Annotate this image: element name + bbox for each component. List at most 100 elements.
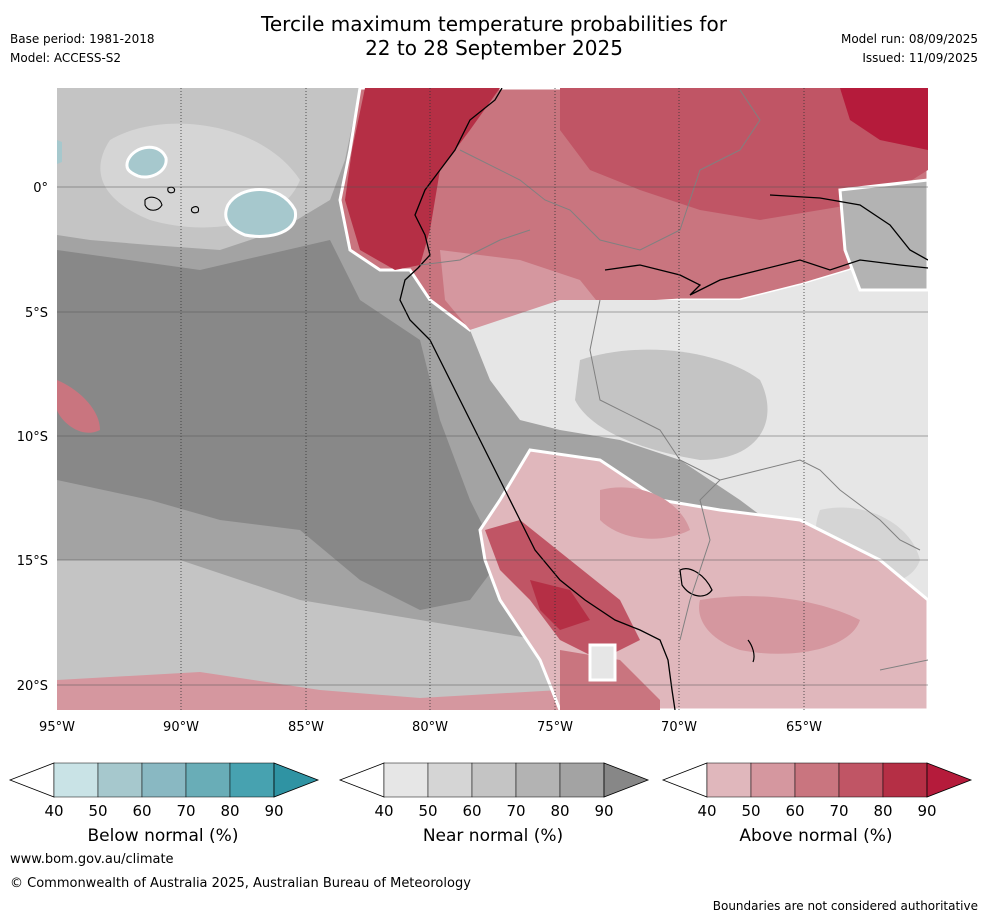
colorbar-segment: [794, 762, 840, 798]
footer-url[interactable]: www.bom.gov.au/climate: [10, 852, 174, 867]
legend-title-near: Near normal (%): [422, 826, 564, 846]
near-normal-northeast: [838, 178, 928, 292]
amazon-river: [604, 259, 928, 296]
latitude-gridlines: [57, 186, 928, 686]
colorbar-segment: [559, 762, 605, 798]
colorbar-segment: [427, 762, 473, 798]
footer-copyright: © Commonwealth of Australia 2025, Austra…: [10, 876, 471, 891]
colorbar-segment: [141, 762, 187, 798]
title-line-1: Tercile maximum temperature probabilitie…: [261, 12, 727, 36]
galapagos-island-3: [190, 206, 200, 214]
colorbar-tick-label: 40: [44, 802, 63, 820]
legend-title-above: Above normal (%): [739, 826, 893, 846]
below-normal-patch-1: [224, 188, 297, 238]
colorbar-extend-low: [8, 762, 55, 798]
below-normal-patch-3: [57, 140, 62, 164]
colorbar-1: 40 50 60 70 80 90: [338, 762, 650, 820]
footer-disclaimer: Boundaries are not considered authoritat…: [712, 899, 978, 913]
map-title: Tercile maximum temperature probabilitie…: [0, 12, 988, 60]
colorbar-segment: [750, 762, 796, 798]
coastline-west: [399, 88, 676, 710]
meta-right: Model run: 08/09/2025 Issued: 11/09/2025: [841, 30, 978, 68]
colorbar-segment: [882, 762, 928, 798]
model-name: Model: ACCESS-S2: [10, 51, 122, 65]
colorbar-tick-label: 40: [697, 802, 716, 820]
colorbar-tick-label: 70: [829, 802, 848, 820]
above-normal-northeast-peak: [840, 88, 928, 150]
colorbar-segment: [229, 762, 275, 798]
colorbar-2: 40 50 60 70 80 90: [661, 762, 973, 820]
colorbar-segment: [185, 762, 231, 798]
border-colombia: [459, 89, 761, 251]
legend-layer: 40 50 60 70 80 90 40 50 60 70 80 90 40 50 60 70 80 90: [8, 762, 973, 820]
lat-label: 10°S: [17, 430, 48, 445]
near-normal-south-patch: [588, 643, 617, 682]
lat-label: 0°: [33, 181, 48, 196]
near-normal-interior-mid: [575, 349, 768, 460]
meta-left: Base period: 1981-2018 Model: ACCESS-S2: [10, 30, 155, 68]
lon-label: 85°W: [288, 720, 324, 735]
colorbar-segment: [383, 762, 429, 798]
near-normal-zone-south: [57, 560, 560, 710]
base-period: Base period: 1981-2018: [10, 32, 155, 46]
colorbar-tick-label: 50: [741, 802, 760, 820]
lon-label: 80°W: [412, 720, 448, 735]
lake-poopo: [747, 639, 755, 663]
galapagos-island-1: [144, 196, 163, 211]
colorbar-segment: [471, 762, 517, 798]
lake-titicaca: [679, 568, 713, 597]
colorbar-tick-label: 80: [873, 802, 892, 820]
lon-label: 70°W: [661, 720, 697, 735]
border-paraguay: [879, 659, 928, 671]
colorbar-extend-high: [926, 762, 973, 798]
colorbar-tick-label: 70: [506, 802, 525, 820]
colorbar-extend-high: [273, 762, 320, 798]
colorbar-tick-label: 60: [785, 802, 804, 820]
lon-label: 95°W: [39, 720, 75, 735]
below-normal-patch-2: [125, 145, 168, 179]
coastline-north: [769, 194, 928, 261]
colorbar-tick-label: 50: [418, 802, 437, 820]
colorbar-tick-label: 60: [132, 802, 151, 820]
lat-label: 5°S: [25, 306, 48, 321]
colorbar-0: 40 50 60 70 80 90: [8, 762, 320, 820]
title-line-2: 22 to 28 September 2025: [365, 36, 623, 60]
colorbar-extend-high: [603, 762, 650, 798]
legend-title-below: Below normal (%): [87, 826, 239, 846]
colorbar-tick-label: 50: [88, 802, 107, 820]
above-normal-north-light: [440, 250, 600, 330]
issued-date: Issued: 11/09/2025: [862, 51, 978, 65]
colorbar-tick-label: 90: [264, 802, 283, 820]
model-run: Model run: 08/09/2025: [840, 32, 978, 46]
border-ecuador: [419, 229, 531, 266]
above-normal-coast-high: [345, 88, 500, 270]
colorbar-segment: [838, 762, 884, 798]
lat-label: 20°S: [17, 679, 48, 694]
colorbar-tick-label: 80: [550, 802, 569, 820]
latitude-labels: 0° 5°S 10°S 15°S 20°S: [17, 181, 48, 694]
colorbar-tick-label: 60: [462, 802, 481, 820]
above-normal-west-patch: [57, 380, 100, 433]
above-normal-andes-peak: [530, 580, 590, 630]
colorbar-tick-label: 90: [917, 802, 936, 820]
above-normal-south-east: [699, 596, 860, 654]
probability-field: [57, 88, 928, 710]
colorbar-tick-label: 90: [594, 802, 613, 820]
colorbar-extend-low: [661, 762, 708, 798]
colorbar-tick-label: 40: [374, 802, 393, 820]
lat-label: 15°S: [17, 554, 48, 569]
border-peru-brazil: [589, 299, 721, 641]
colorbar-tick-label: 80: [220, 802, 239, 820]
colorbar-segment: [97, 762, 143, 798]
lon-label: 75°W: [537, 720, 573, 735]
above-normal-south-mid: [600, 487, 690, 539]
lon-label: 65°W: [786, 720, 822, 735]
colorbar-tick-label: 70: [176, 802, 195, 820]
border-bolivia-brazil: [719, 459, 921, 551]
lon-label: 90°W: [163, 720, 199, 735]
colorbar-segment: [706, 762, 752, 798]
longitude-labels: 95°W 90°W 85°W 80°W 75°W 70°W 65°W: [39, 720, 822, 735]
colorbar-segment: [515, 762, 561, 798]
colorbar-segment: [53, 762, 99, 798]
